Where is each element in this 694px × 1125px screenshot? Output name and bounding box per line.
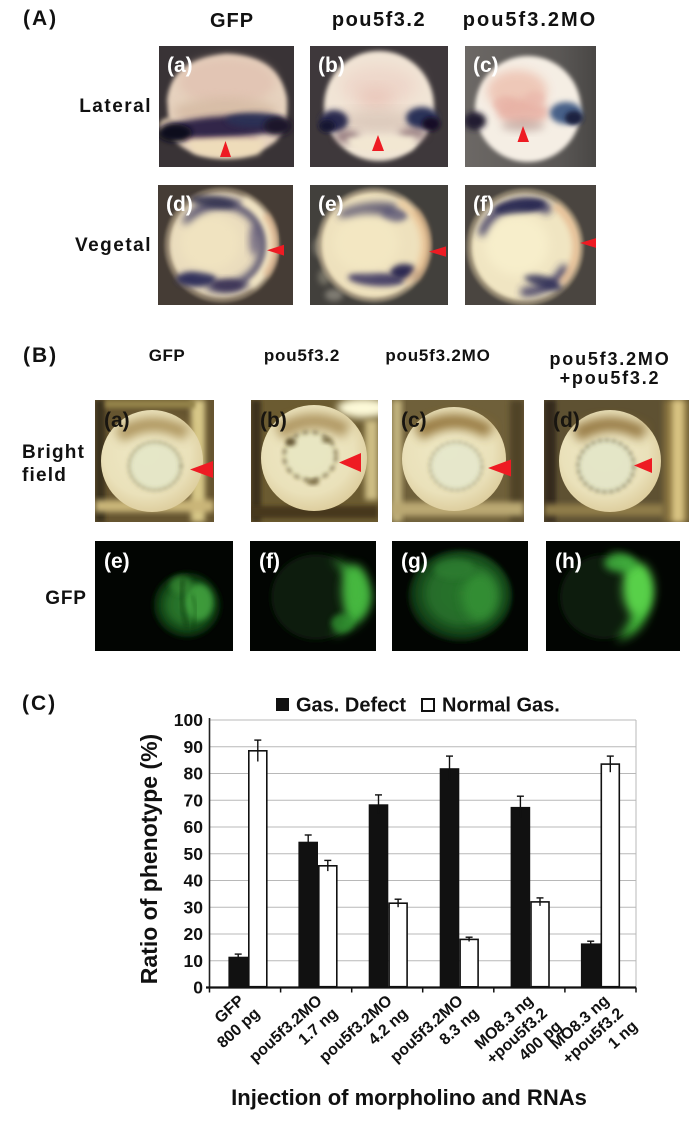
svg-text:(h): (h) [555,550,582,573]
svg-text:80: 80 [184,764,204,784]
svg-text:(c): (c) [401,409,427,432]
svg-text:GFP800 pg: GFP800 pg [201,990,263,1051]
svg-text:30: 30 [184,897,204,917]
svg-text:(a): (a) [167,54,193,77]
svg-text:Normal Gas.: Normal Gas. [442,695,560,717]
svg-text:(d): (d) [553,409,580,432]
svg-text:(e): (e) [104,550,130,573]
svg-text:(d): (d) [166,193,193,216]
svg-text:0: 0 [193,978,203,998]
svg-text:MO8.3 ng+pou5f3.21 ng: MO8.3 ng+pou5f3.21 ng [547,990,641,1082]
svg-text:(e): (e) [318,193,344,216]
svg-text:pou5f3.2MO1.7 ng: pou5f3.2MO1.7 ng [246,990,341,1081]
svg-text:(f): (f) [259,550,280,573]
svg-text:Ratio of phenotype (%): Ratio of phenotype (%) [136,734,162,984]
svg-text:(b): (b) [260,409,287,432]
svg-text:(g): (g) [401,550,428,573]
svg-text:100: 100 [174,710,203,730]
svg-text:70: 70 [184,790,204,810]
svg-text:60: 60 [184,817,204,837]
svg-text:Injection of morpholino and RN: Injection of morpholino and RNAs [231,1085,587,1110]
svg-text:90: 90 [184,737,204,757]
svg-text:50: 50 [184,844,204,864]
svg-text:(a): (a) [104,409,130,432]
svg-text:10: 10 [184,951,204,971]
svg-text:(c): (c) [473,54,499,77]
svg-text:pou5f3.2MO8.3 ng: pou5f3.2MO8.3 ng [387,990,482,1081]
svg-text:40: 40 [184,871,204,891]
svg-text:MO8.3 ng+pou5f3.2400 pg: MO8.3 ng+pou5f3.2400 pg [471,990,565,1082]
svg-text:(f): (f) [473,193,494,216]
svg-text:20: 20 [184,924,204,944]
svg-text:pou5f3.2MO4.2 ng: pou5f3.2MO4.2 ng [316,990,411,1081]
svg-text:(b): (b) [318,54,345,77]
svg-text:Gas. Defect: Gas. Defect [296,695,406,717]
